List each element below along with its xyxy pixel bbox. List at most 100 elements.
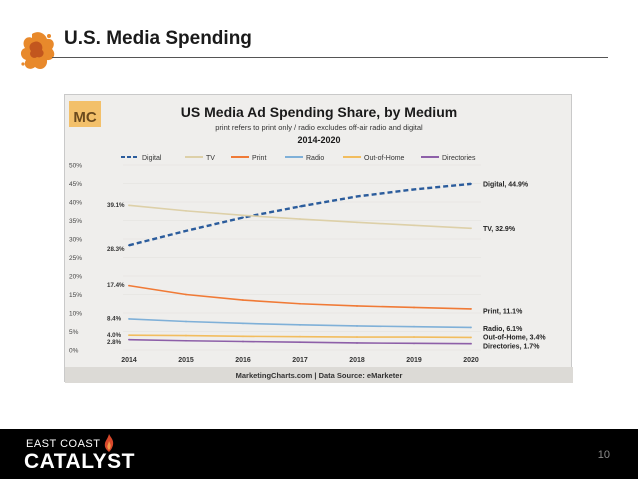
y-tick-label: 0% bbox=[69, 348, 79, 355]
x-tick-label: 2020 bbox=[463, 357, 479, 364]
end-label-radio: Radio, 6.1% bbox=[483, 326, 523, 333]
data-point-directories bbox=[185, 339, 187, 342]
chart-source: MarketingCharts.com | Data Source: eMark… bbox=[236, 371, 403, 380]
data-point-radio bbox=[413, 325, 415, 328]
data-point-tv bbox=[128, 204, 130, 207]
start-label-digital: 28.3% bbox=[107, 246, 125, 253]
start-label-directories: 2.8% bbox=[107, 339, 122, 346]
chart-image: MC US Media Ad Spending Share, by Medium… bbox=[64, 94, 573, 383]
data-point-tv bbox=[242, 214, 244, 217]
series-line-digital bbox=[128, 182, 472, 247]
series-line-tv bbox=[128, 204, 472, 230]
data-point-digital bbox=[185, 229, 187, 232]
x-axis: 2014 2015 2016 2017 2018 2019 2020 bbox=[121, 357, 479, 364]
data-point-digital bbox=[242, 216, 244, 219]
brand-line-1: EAST COAST bbox=[26, 438, 101, 450]
data-point-tv bbox=[299, 218, 301, 220]
end-label-directories: Directories, 1.7% bbox=[483, 344, 540, 351]
y-tick-label: 15% bbox=[69, 292, 82, 299]
data-point-directories bbox=[470, 342, 472, 345]
end-label-out-of-home: Out-of-Home, 3.4% bbox=[483, 334, 546, 341]
data-point-directories bbox=[128, 338, 130, 341]
legend-label-tv: TV bbox=[206, 155, 215, 162]
end-label-digital: Digital, 44.9% bbox=[483, 181, 529, 188]
data-point-print bbox=[356, 305, 358, 307]
data-point-directories bbox=[242, 340, 244, 343]
y-tick-label: 25% bbox=[69, 255, 82, 262]
data-point-radio bbox=[128, 318, 130, 320]
data-point-out-of-home bbox=[470, 336, 472, 339]
page-number: 10 bbox=[597, 449, 610, 461]
legend-label-digital: Digital bbox=[142, 155, 162, 162]
y-axis: 0% 5% 10% 15% 20% 25% 30% 35% 40% 45% 50% bbox=[69, 163, 481, 355]
chart-legend: Digital TV Print Radio Out-of-Home Directorie… bbox=[121, 155, 476, 162]
data-point-radio bbox=[242, 322, 244, 325]
data-point-print bbox=[470, 308, 472, 310]
data-point-print bbox=[185, 293, 187, 296]
data-point-out-of-home bbox=[299, 335, 301, 338]
y-tick-label: 30% bbox=[69, 237, 82, 244]
x-tick-label: 2019 bbox=[406, 357, 422, 364]
series-line-print bbox=[128, 284, 472, 310]
x-tick-label: 2016 bbox=[235, 357, 251, 364]
data-point-print bbox=[128, 284, 130, 287]
data-point-print bbox=[413, 306, 415, 309]
data-point-digital bbox=[299, 205, 301, 208]
series-labels: 28.3% Digital, 44.9% 39.1% TV, 32.9% 17.4% Pr… bbox=[107, 181, 546, 350]
x-tick-label: 2015 bbox=[178, 357, 194, 364]
data-point-print bbox=[299, 302, 301, 305]
end-label-tv: TV, 32.9% bbox=[483, 226, 516, 233]
y-tick-label: 40% bbox=[69, 200, 82, 207]
y-tick-label: 50% bbox=[69, 163, 82, 170]
data-point-directories bbox=[413, 342, 415, 345]
title-divider bbox=[52, 57, 608, 58]
chart-title: US Media Ad Spending Share, by Medium bbox=[181, 104, 457, 120]
data-point-digital bbox=[413, 188, 415, 191]
chart-subtitle: print refers to print only / radio exclu… bbox=[215, 123, 423, 132]
data-point-digital bbox=[356, 195, 358, 198]
x-tick-label: 2014 bbox=[121, 357, 137, 364]
data-point-tv bbox=[413, 224, 415, 227]
footer-bar: EAST COAST CATALYST 10 bbox=[0, 429, 638, 479]
data-point-out-of-home bbox=[185, 334, 187, 337]
y-tick-label: 35% bbox=[69, 218, 82, 225]
data-point-directories bbox=[299, 341, 301, 344]
start-label-tv: 39.1% bbox=[107, 202, 125, 209]
legend-label-radio: Radio bbox=[306, 155, 324, 162]
chart-period: 2014-2020 bbox=[297, 135, 340, 145]
y-tick-label: 20% bbox=[69, 274, 82, 281]
x-tick-label: 2018 bbox=[349, 357, 365, 364]
y-tick-label: 45% bbox=[69, 181, 82, 188]
legend-label-print: Print bbox=[252, 155, 266, 162]
brand-line-2: CATALYST bbox=[24, 450, 135, 473]
media-spending-chart: MC US Media Ad Spending Share, by Medium… bbox=[65, 101, 573, 383]
legend-label-out-of-home: Out-of-Home bbox=[364, 155, 405, 162]
data-point-directories bbox=[356, 342, 358, 344]
data-point-tv bbox=[470, 227, 472, 230]
data-point-digital bbox=[470, 182, 472, 185]
data-point-radio bbox=[185, 320, 187, 323]
slide-title: U.S. Media Spending bbox=[64, 28, 252, 49]
data-point-out-of-home bbox=[413, 336, 415, 338]
data-point-print bbox=[242, 299, 244, 301]
end-label-print: Print, 11.1% bbox=[483, 308, 523, 315]
orange-splat-icon bbox=[20, 32, 55, 70]
series-line-radio bbox=[128, 318, 472, 329]
data-point-radio bbox=[356, 325, 358, 327]
series-lines bbox=[128, 182, 472, 345]
data-point-radio bbox=[299, 323, 301, 326]
y-tick-label: 10% bbox=[69, 311, 82, 318]
data-point-tv bbox=[185, 209, 187, 212]
data-point-out-of-home bbox=[356, 336, 358, 338]
data-point-out-of-home bbox=[242, 335, 244, 338]
start-label-out-of-home: 4.0% bbox=[107, 332, 122, 339]
legend-label-directories: Directories bbox=[442, 155, 476, 162]
y-tick-label: 5% bbox=[69, 329, 79, 336]
mc-badge-text: MC bbox=[73, 109, 96, 126]
mc-badge: MC bbox=[69, 101, 101, 127]
data-point-radio bbox=[470, 326, 472, 329]
data-point-digital bbox=[128, 244, 130, 247]
x-tick-label: 2017 bbox=[292, 357, 308, 364]
data-point-out-of-home bbox=[128, 334, 130, 337]
start-label-radio: 8.4% bbox=[107, 315, 122, 322]
